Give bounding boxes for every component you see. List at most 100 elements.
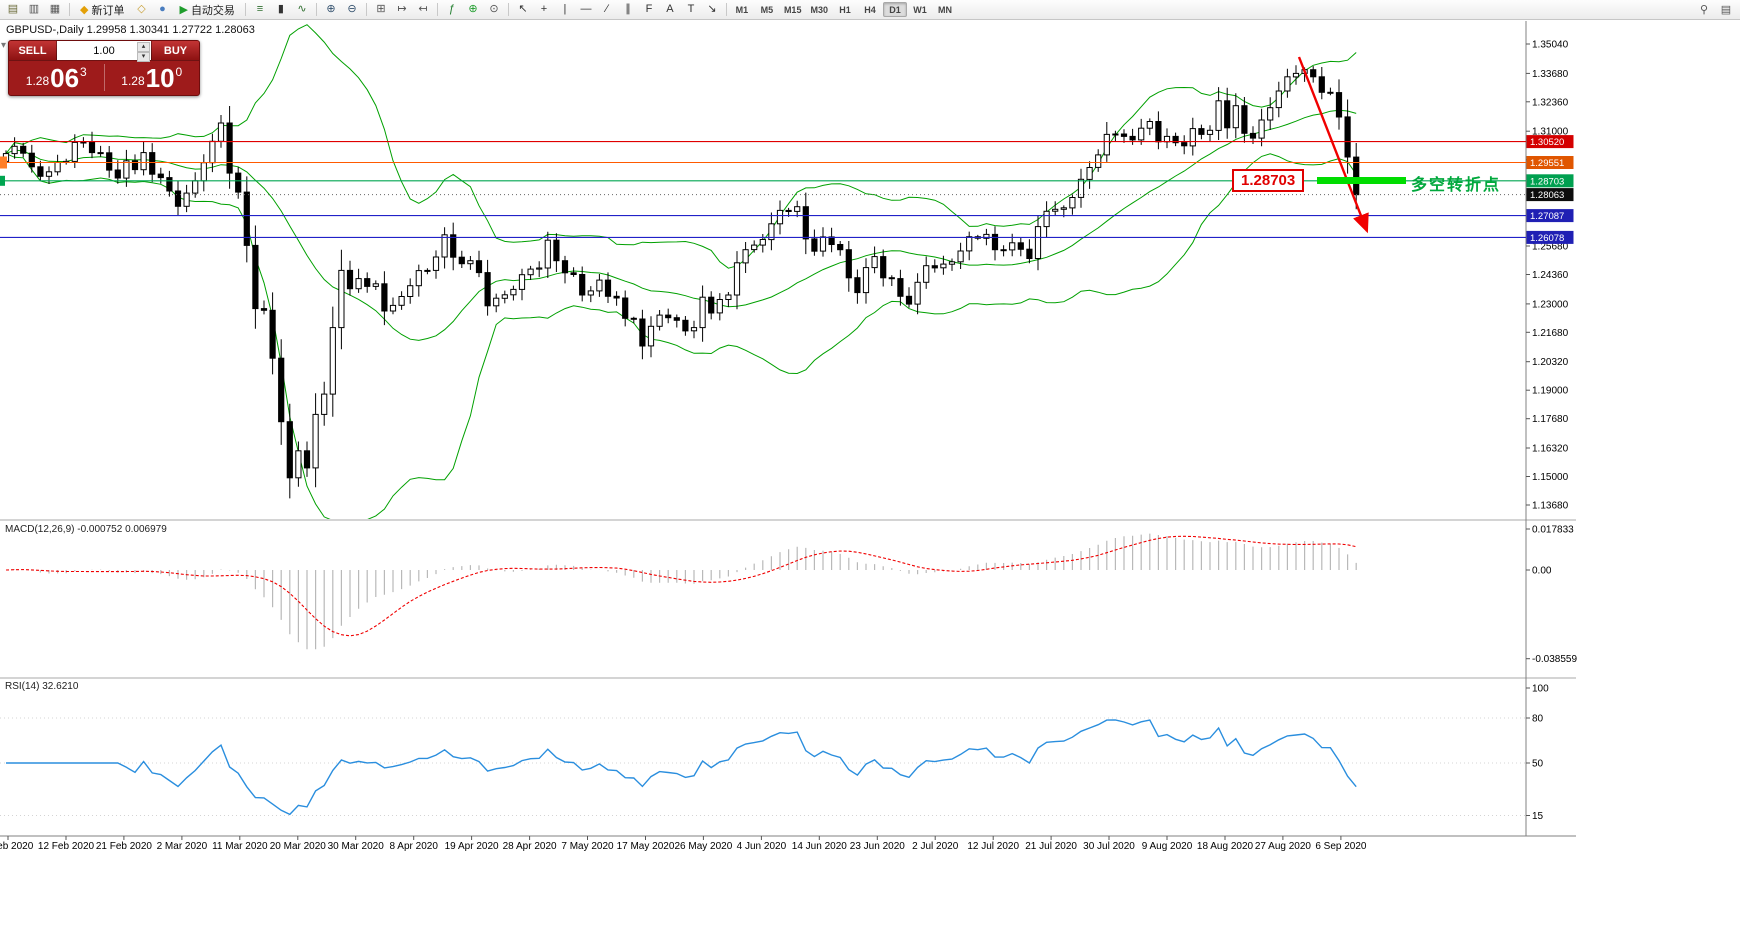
bid-price-pipette: 3: [80, 65, 87, 79]
svg-text:12 Jul 2020: 12 Jul 2020: [967, 841, 1019, 852]
timeframe-d1[interactable]: D1: [882, 2, 907, 17]
macd-histogram: [14, 533, 1357, 650]
new-order-button[interactable]: ◆ 新订单: [74, 2, 130, 18]
svg-text:3 Feb 2020: 3 Feb 2020: [0, 841, 34, 852]
panel-separators[interactable]: [0, 21, 1576, 837]
turning-point-label[interactable]: 多空转折点: [1411, 177, 1502, 194]
new-chart-icon[interactable]: ▤: [7, 3, 19, 15]
svg-text:-0.038559: -0.038559: [1532, 654, 1577, 665]
channel-icon[interactable]: ∥: [625, 3, 631, 15]
ask-price-main: 10: [145, 63, 175, 93]
sell-button[interactable]: SELL: [9, 41, 57, 60]
fibonacci-icon[interactable]: F: [645, 3, 653, 15]
line-chart-icon[interactable]: ∿: [297, 3, 307, 15]
macd-label: MACD(12,26,9): [5, 524, 75, 535]
svg-text:12 Feb 2020: 12 Feb 2020: [38, 841, 95, 852]
price-badge: 1.28703: [1526, 174, 1574, 188]
macd-signal-line: [5, 535, 1357, 637]
vertical-line-icon[interactable]: |: [563, 3, 567, 15]
rsi-axis[interactable]: 100 80 50 15: [1526, 684, 1549, 823]
tile-windows-icon[interactable]: ⊞: [376, 3, 386, 15]
svg-text:27 Aug 2020: 27 Aug 2020: [1255, 841, 1312, 852]
timeframe-w1[interactable]: W1: [913, 4, 927, 15]
macd-value-2: 0.006979: [125, 524, 167, 535]
svg-text:19 Apr 2020: 19 Apr 2020: [445, 841, 499, 852]
svg-text:1.33680: 1.33680: [1532, 69, 1569, 80]
turning-point-highlight[interactable]: [1317, 177, 1406, 184]
timeframe-mn[interactable]: MN: [937, 4, 952, 15]
lot-increase-button[interactable]: ▴: [137, 42, 150, 52]
horizontal-line-icon[interactable]: ―: [580, 3, 592, 15]
svg-text:0.00: 0.00: [1532, 566, 1552, 577]
cursor-icon[interactable]: ↖: [518, 3, 528, 15]
indicators-icon[interactable]: ƒ: [448, 3, 455, 15]
rsi-header: RSI(14) 32.6210: [5, 681, 78, 692]
svg-text:1.17680: 1.17680: [1532, 414, 1569, 425]
svg-text:28 Apr 2020: 28 Apr 2020: [503, 841, 557, 852]
left-price-markers: [0, 156, 7, 186]
label-icon[interactable]: T: [687, 3, 695, 15]
price-badges: 1.30520 1.29551 1.28703 1.27087 1.26078 1.280…: [1526, 135, 1574, 244]
chart-profiles-icon[interactable]: ▥: [28, 3, 40, 15]
window-menu-icon[interactable]: ▤: [1720, 3, 1732, 16]
price-flag-annotation[interactable]: 1.28703: [1232, 169, 1305, 192]
candlestick-chart-icon[interactable]: ▮: [277, 3, 284, 15]
current-price-badge: 1.28063: [1526, 188, 1574, 202]
svg-text:26 May 2020: 26 May 2020: [674, 841, 732, 852]
bar-chart-icon[interactable]: ≡: [256, 3, 264, 15]
toolbar-main-group: ▤ ▥ ▦ ◆ 新订单 ◇ ● ▶ 自动交易 ≡ ▮ ∿ ⊕ ⊖ ⊞ ↦ ↤ ƒ ⊕ ⊙ ↖ + | ― ∕ ∥ F A T ↘: [3, 2, 730, 18]
search-icon[interactable]: ⚲: [1699, 3, 1709, 16]
svg-text:17 May 2020: 17 May 2020: [617, 841, 675, 852]
trendline-icon[interactable]: ∕: [606, 3, 608, 15]
toolbar-separator: [244, 3, 246, 16]
svg-text:1.27087: 1.27087: [1530, 211, 1564, 222]
autotrading-button[interactable]: ▶ 自动交易: [173, 2, 240, 18]
add-indicator-icon[interactable]: ⊕: [468, 3, 478, 15]
text-icon[interactable]: A: [666, 3, 674, 15]
bollinger-bands: [5, 24, 1357, 519]
svg-text:1.26078: 1.26078: [1530, 233, 1564, 244]
timeframe-m5[interactable]: M5: [760, 4, 774, 15]
timeframe-h1[interactable]: H1: [839, 4, 851, 15]
svg-text:11 Mar 2020: 11 Mar 2020: [212, 841, 268, 852]
svg-text:1.30520: 1.30520: [1530, 137, 1564, 148]
zoom-out-icon[interactable]: ⊖: [347, 3, 357, 15]
svg-text:2 Mar 2020: 2 Mar 2020: [157, 841, 208, 852]
chart-shift-icon[interactable]: ↤: [418, 3, 428, 15]
timeframe-h4[interactable]: H4: [864, 4, 876, 15]
toolbar-separator: [436, 3, 438, 16]
svg-text:4 Jun 2020: 4 Jun 2020: [737, 841, 787, 852]
svg-text:1.28063: 1.28063: [1530, 190, 1564, 201]
lot-size-field: ▴ ▾: [57, 41, 151, 62]
buy-button[interactable]: BUY: [151, 41, 199, 60]
bid-price-prefix: 1.28: [25, 74, 50, 88]
new-order-icon: ◆: [80, 4, 89, 16]
svg-text:1.23000: 1.23000: [1532, 299, 1569, 310]
svg-text:8 Apr 2020: 8 Apr 2020: [390, 841, 439, 852]
zoom-in-icon[interactable]: ⊕: [326, 3, 336, 15]
timeframe-m15[interactable]: M15: [783, 4, 802, 15]
auto-scroll-icon[interactable]: ↦: [397, 3, 407, 15]
price-badge: 1.30520: [1526, 135, 1574, 149]
price-divider: [103, 64, 105, 91]
timeframe-m1[interactable]: M1: [735, 4, 749, 15]
svg-text:100: 100: [1532, 684, 1549, 695]
lot-decrease-button[interactable]: ▾: [137, 52, 150, 62]
one-click-collapse-arrow[interactable]: ▾: [1, 40, 7, 51]
crosshair-icon[interactable]: +: [540, 3, 548, 15]
svg-text:1.15000: 1.15000: [1532, 472, 1569, 483]
price-axis[interactable]: 1.350401.336801.323601.310001.296801.256…: [1526, 40, 1569, 512]
lot-size-input[interactable]: [57, 41, 151, 60]
period-icon[interactable]: ⊙: [489, 3, 499, 15]
arrows-icon[interactable]: ↘: [707, 3, 717, 15]
macd-axis[interactable]: 0.017833 0.00 -0.038559: [1526, 525, 1577, 666]
toolbar-separator: [725, 3, 727, 16]
chart-windows-icon[interactable]: ▦: [49, 3, 61, 15]
trend-arrow[interactable]: [1297, 56, 1369, 234]
timeframe-m30[interactable]: M30: [810, 4, 828, 15]
svg-text:1.29551: 1.29551: [1530, 158, 1564, 169]
metaeditor-icon[interactable]: ◇: [137, 3, 146, 15]
accounts-icon[interactable]: ●: [159, 3, 166, 15]
